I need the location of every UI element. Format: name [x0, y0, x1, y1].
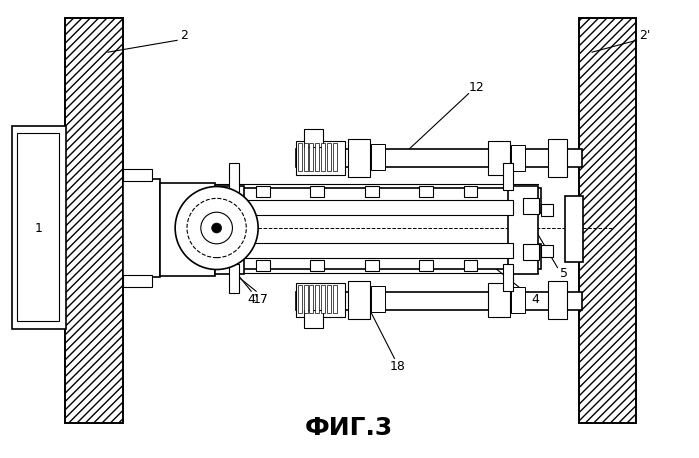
Bar — [303, 285, 308, 313]
Bar — [256, 260, 270, 272]
Bar — [333, 143, 337, 171]
Bar — [348, 139, 370, 177]
Bar — [303, 143, 308, 171]
Bar — [419, 260, 433, 272]
Bar — [327, 143, 331, 171]
Bar — [298, 143, 301, 171]
Circle shape — [187, 198, 246, 258]
Circle shape — [212, 223, 222, 233]
Text: 1: 1 — [35, 222, 43, 234]
Bar — [303, 129, 324, 147]
Bar — [215, 189, 540, 213]
Bar — [123, 169, 152, 180]
Text: 17: 17 — [253, 293, 269, 305]
Bar — [547, 139, 568, 177]
Bar — [315, 143, 319, 171]
Bar — [123, 275, 152, 287]
Bar — [365, 260, 379, 272]
Circle shape — [201, 212, 233, 244]
Bar — [489, 141, 510, 174]
Bar — [296, 141, 345, 174]
Text: 2: 2 — [180, 29, 188, 42]
Bar — [547, 281, 568, 319]
Text: 18: 18 — [389, 360, 405, 373]
Bar — [256, 185, 270, 197]
Bar — [511, 287, 525, 313]
Bar — [523, 244, 539, 260]
Bar — [296, 292, 582, 310]
Bar — [215, 244, 540, 268]
Bar — [241, 243, 513, 258]
Bar — [66, 17, 123, 423]
Text: 2': 2' — [639, 29, 650, 42]
Bar — [511, 145, 525, 171]
Bar — [296, 149, 582, 167]
Bar — [310, 143, 313, 171]
Bar — [215, 185, 244, 274]
Bar — [503, 263, 513, 291]
Bar — [463, 260, 477, 272]
Bar — [310, 260, 324, 272]
Bar — [241, 200, 513, 215]
Bar — [310, 285, 313, 313]
Bar — [229, 263, 239, 293]
Text: ФИГ.3: ФИГ.3 — [305, 415, 393, 440]
Bar — [540, 245, 552, 256]
Text: 5: 5 — [561, 267, 568, 280]
Bar — [322, 143, 325, 171]
Bar — [333, 285, 337, 313]
Bar — [229, 163, 239, 192]
Bar — [303, 310, 324, 328]
Bar — [523, 198, 539, 214]
Text: 12: 12 — [468, 81, 484, 94]
Bar — [503, 163, 513, 191]
Bar — [123, 179, 160, 278]
Bar — [310, 185, 324, 197]
Bar — [348, 281, 370, 319]
Circle shape — [175, 186, 258, 269]
Bar — [565, 196, 583, 262]
Bar — [12, 126, 66, 329]
Bar — [370, 286, 384, 312]
Bar — [322, 285, 325, 313]
Bar — [419, 185, 433, 197]
Bar — [296, 284, 345, 317]
Bar — [540, 204, 552, 216]
Bar — [160, 183, 215, 277]
Bar — [579, 17, 637, 423]
Bar — [463, 185, 477, 197]
Bar — [327, 285, 331, 313]
Bar — [298, 285, 301, 313]
Text: 4': 4' — [247, 293, 259, 305]
Bar — [370, 144, 384, 170]
Bar — [365, 185, 379, 197]
Bar — [17, 133, 59, 321]
Bar — [315, 285, 319, 313]
Bar — [489, 284, 510, 317]
Text: 4: 4 — [532, 293, 540, 305]
Bar — [508, 185, 538, 274]
